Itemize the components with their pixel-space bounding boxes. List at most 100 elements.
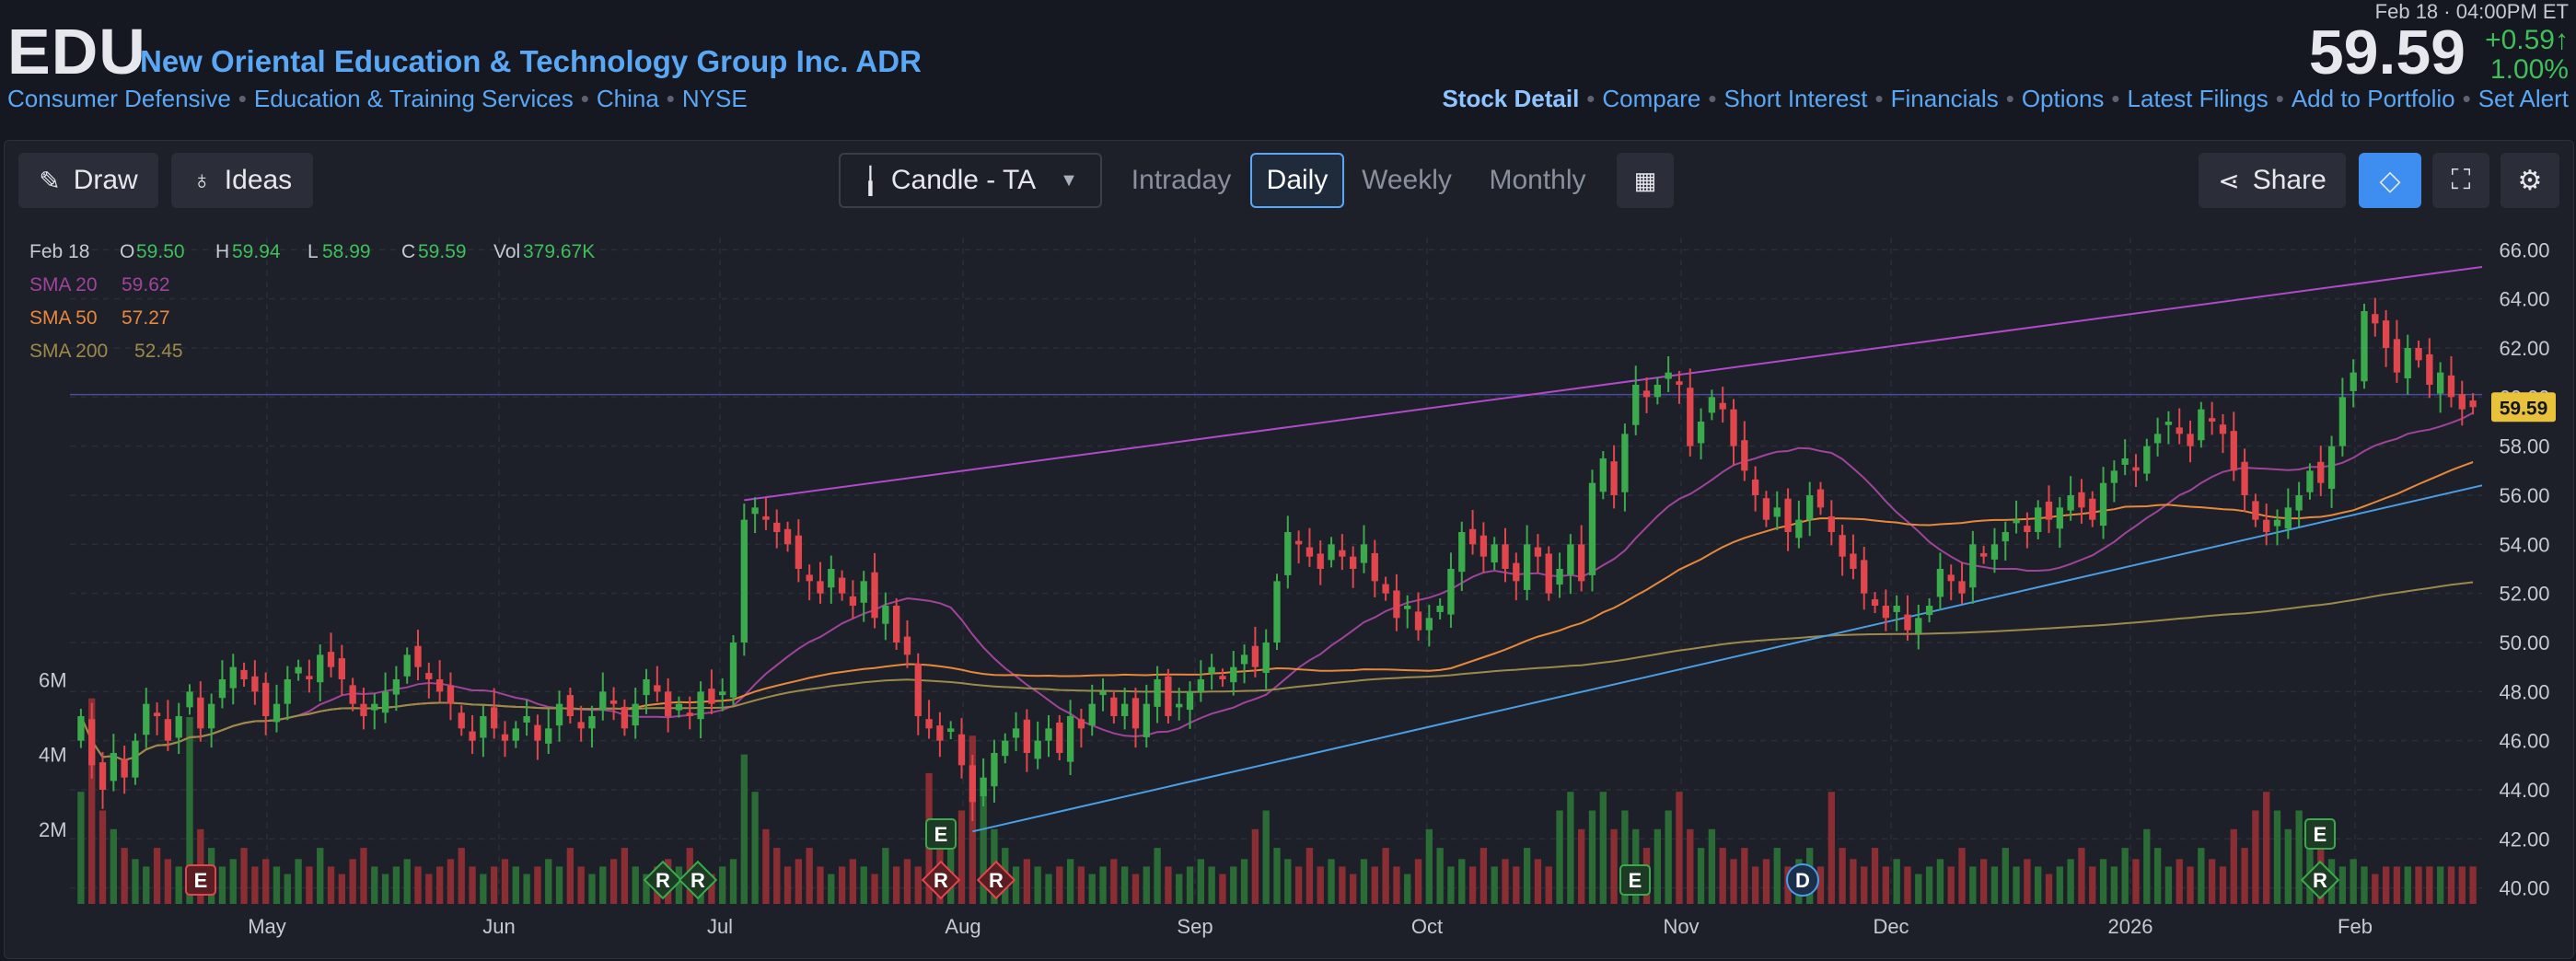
candle <box>1839 535 1846 557</box>
sma20-line <box>79 411 2474 762</box>
volume-bar <box>1958 848 1966 904</box>
legend-sma50-value: 57.27 <box>122 307 170 329</box>
event-marker-label: R <box>989 869 1004 892</box>
candle <box>1665 372 1672 379</box>
company-name[interactable]: New Oriental Education & Technology Grou… <box>140 44 922 78</box>
volume-bar <box>284 874 291 904</box>
breadcrumb-country[interactable]: China <box>596 85 659 112</box>
volume-bar <box>458 848 465 904</box>
candle <box>664 691 672 716</box>
candle <box>947 728 955 733</box>
candle <box>957 734 966 766</box>
volume-bar <box>371 866 378 904</box>
candle <box>1436 606 1444 612</box>
candle <box>207 703 215 729</box>
volume-bar <box>2035 866 2042 904</box>
volume-bar <box>1165 866 1172 904</box>
candle <box>262 682 270 716</box>
volume-bar <box>512 866 519 904</box>
volume-bar <box>1534 859 1542 904</box>
volume-bar <box>914 866 922 904</box>
candle <box>1578 544 1585 582</box>
y-tick-label: 40.00 <box>2499 877 2549 900</box>
candle <box>555 703 563 726</box>
candle <box>697 691 704 720</box>
quote-nav-links: Stock Detail • Compare • Short Interest • Fina… <box>1442 85 2569 112</box>
fullscreen-button[interactable]: ⛶ <box>2432 153 2489 208</box>
volume-bar <box>1262 810 1270 904</box>
candle <box>1773 507 1781 517</box>
tab-daily[interactable]: Daily <box>1250 153 1344 208</box>
breadcrumb-industry[interactable]: Education & Training Services <box>253 85 574 112</box>
x-tick-label: Jun <box>482 915 515 938</box>
volume-bar <box>2056 866 2063 904</box>
share-button[interactable]: ⋖ Share <box>2199 153 2346 208</box>
legend-low: 58.99 <box>322 241 371 262</box>
y-tick-label: 42.00 <box>2499 828 2549 851</box>
settings-button[interactable]: ⚙ <box>2501 153 2559 208</box>
link-options[interactable]: Options <box>2021 85 2105 112</box>
candle <box>903 636 911 655</box>
candle <box>577 722 585 729</box>
volume-bar <box>1741 848 1748 904</box>
volume-bar <box>491 866 498 904</box>
draw-label: Draw <box>73 165 138 195</box>
link-latest-filings[interactable]: Latest Filings <box>2127 85 2269 112</box>
volume-bar <box>1186 866 1194 904</box>
volume-bar <box>1328 859 1335 904</box>
volume-bar <box>1816 866 1825 904</box>
volume-bar <box>251 866 259 904</box>
candle <box>2121 458 2129 465</box>
tab-weekly[interactable]: Weekly <box>1362 165 1452 195</box>
candle <box>534 724 541 741</box>
tab-intraday[interactable]: Intraday <box>1131 165 1232 195</box>
chart-type-select[interactable]: ╽ Candle - TA ▼ <box>839 153 1102 208</box>
candle <box>1165 676 1172 716</box>
volume-bar <box>2164 866 2173 904</box>
candle <box>164 719 172 741</box>
candle <box>381 691 389 713</box>
candle <box>1294 540 1303 545</box>
candle <box>1687 388 1694 446</box>
candle <box>1447 569 1455 615</box>
link-short-interest[interactable]: Short Interest <box>1723 85 1868 112</box>
ideas-button[interactable]: ♁ Ideas <box>171 153 313 208</box>
candle <box>1806 495 1814 520</box>
candle <box>327 652 335 667</box>
candle <box>2458 394 2466 410</box>
calendar-button[interactable]: ▦ <box>1617 153 1674 208</box>
volume-bar <box>675 866 683 904</box>
link-financials[interactable]: Financials <box>1890 85 1999 112</box>
link-set-alert[interactable]: Set Alert <box>2477 85 2569 112</box>
volume-bar <box>980 792 987 904</box>
tab-monthly[interactable]: Monthly <box>1489 165 1586 195</box>
candle <box>317 654 324 683</box>
draw-button[interactable]: ✎ Draw <box>18 153 158 208</box>
link-stock-detail[interactable]: Stock Detail <box>1442 85 1580 112</box>
event-marker <box>185 864 216 896</box>
volume-bar <box>2382 866 2390 904</box>
y-tick-label: 44.00 <box>2499 779 2549 802</box>
volume-bar <box>425 874 433 904</box>
volume-bar <box>501 859 509 904</box>
volume-bar <box>1687 828 1694 904</box>
volume-bar <box>1610 828 1618 904</box>
candle <box>2372 314 2379 324</box>
breadcrumb-sector[interactable]: Consumer Defensive <box>7 85 231 112</box>
volume-bar <box>1208 866 1215 904</box>
premium-button[interactable]: ◇ <box>2359 153 2421 208</box>
candle <box>1990 544 1999 560</box>
link-add-to-portfolio[interactable]: Add to Portfolio <box>2291 85 2455 112</box>
event-marker <box>976 860 1016 900</box>
legend-sma200-value: 52.45 <box>134 341 183 362</box>
breadcrumb-exchange[interactable]: NYSE <box>681 85 748 112</box>
volume-bar <box>806 848 813 904</box>
volume-bar <box>1447 866 1455 904</box>
volume-tick-label: 4M <box>39 744 67 767</box>
volume-bar <box>2078 848 2085 904</box>
last-price: 59.59 <box>2308 17 2466 87</box>
candle <box>306 676 313 679</box>
sma200-line <box>79 581 2474 762</box>
link-compare[interactable]: Compare <box>1602 85 1701 112</box>
